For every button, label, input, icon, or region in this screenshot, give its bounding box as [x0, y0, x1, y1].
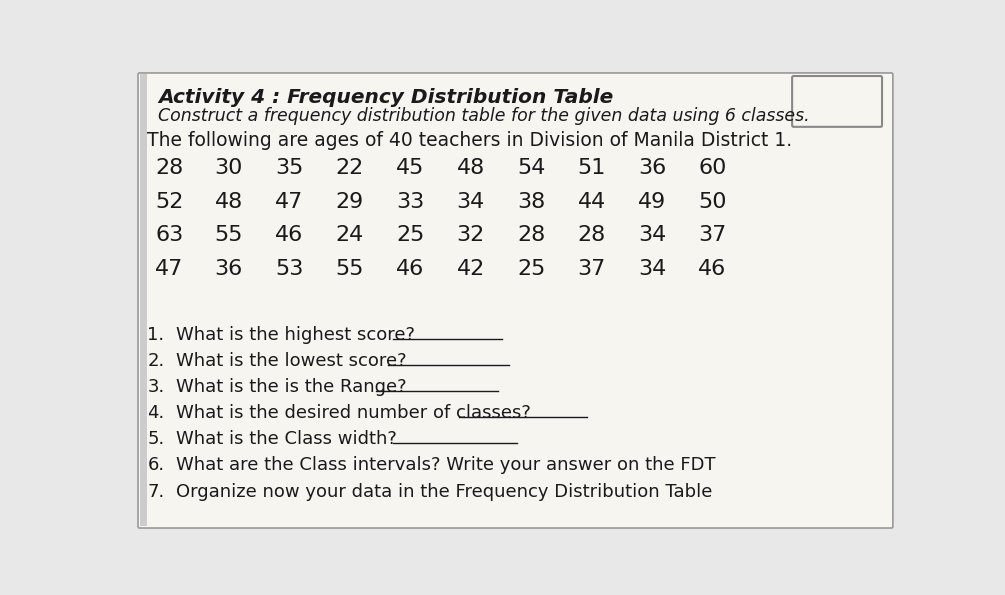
Text: 49: 49	[638, 192, 666, 211]
Text: 36: 36	[215, 259, 243, 279]
Text: 47: 47	[275, 192, 304, 211]
Text: 47: 47	[155, 259, 183, 279]
Text: 46: 46	[275, 226, 304, 245]
Text: 50: 50	[698, 192, 727, 211]
Text: 34: 34	[638, 226, 666, 245]
FancyBboxPatch shape	[140, 74, 148, 527]
FancyBboxPatch shape	[138, 73, 892, 528]
Text: 37: 37	[698, 226, 727, 245]
Text: Activity 4 : Frequency Distribution Table: Activity 4 : Frequency Distribution Tabl…	[158, 88, 613, 107]
Text: 42: 42	[456, 259, 484, 279]
Text: 25: 25	[396, 226, 424, 245]
Text: 3.: 3.	[148, 378, 165, 396]
Text: What is the lowest score?: What is the lowest score?	[176, 352, 407, 369]
Text: 51: 51	[578, 158, 606, 178]
Text: 60: 60	[698, 158, 727, 178]
Text: Organize now your data in the Frequency Distribution Table: Organize now your data in the Frequency …	[176, 483, 713, 500]
Text: 28: 28	[155, 158, 183, 178]
Text: 28: 28	[517, 226, 546, 245]
Text: 34: 34	[638, 259, 666, 279]
Text: 52: 52	[155, 192, 184, 211]
Text: 22: 22	[336, 158, 364, 178]
Text: 5.: 5.	[148, 430, 165, 448]
Text: 2.: 2.	[148, 352, 165, 369]
Text: 45: 45	[396, 158, 424, 178]
Text: What is the Class width?: What is the Class width?	[176, 430, 397, 448]
Text: What is the desired number of classes?: What is the desired number of classes?	[176, 404, 531, 422]
Text: 54: 54	[517, 158, 546, 178]
Text: 25: 25	[517, 259, 546, 279]
Text: 24: 24	[336, 226, 364, 245]
Text: What is the highest score?: What is the highest score?	[176, 325, 415, 343]
Text: 4.: 4.	[148, 404, 165, 422]
Text: 29: 29	[336, 192, 364, 211]
Text: 34: 34	[456, 192, 484, 211]
Text: 48: 48	[456, 158, 484, 178]
Text: 32: 32	[456, 226, 484, 245]
Text: 37: 37	[578, 259, 606, 279]
Text: The following are ages of 40 teachers in Division of Manila District 1.: The following are ages of 40 teachers in…	[148, 131, 793, 151]
Text: 46: 46	[698, 259, 727, 279]
Text: 55: 55	[336, 259, 364, 279]
Text: 28: 28	[578, 226, 606, 245]
Text: 33: 33	[396, 192, 424, 211]
Text: 35: 35	[275, 158, 304, 178]
Text: What are the Class intervals? Write your answer on the FDT: What are the Class intervals? Write your…	[176, 456, 716, 474]
Text: 6.: 6.	[148, 456, 165, 474]
Text: 38: 38	[517, 192, 546, 211]
FancyBboxPatch shape	[792, 76, 882, 127]
Text: 1.: 1.	[148, 325, 165, 343]
Text: What is the is the Range?: What is the is the Range?	[176, 378, 407, 396]
Text: 44: 44	[578, 192, 606, 211]
Text: 30: 30	[215, 158, 243, 178]
Text: 63: 63	[155, 226, 183, 245]
Text: 7.: 7.	[148, 483, 165, 500]
Text: 53: 53	[275, 259, 304, 279]
Text: 46: 46	[396, 259, 424, 279]
Text: 48: 48	[215, 192, 243, 211]
Text: 36: 36	[638, 158, 666, 178]
Text: Construct a frequency distribution table for the given data using 6 classes.: Construct a frequency distribution table…	[158, 107, 810, 125]
Text: 55: 55	[215, 226, 243, 245]
